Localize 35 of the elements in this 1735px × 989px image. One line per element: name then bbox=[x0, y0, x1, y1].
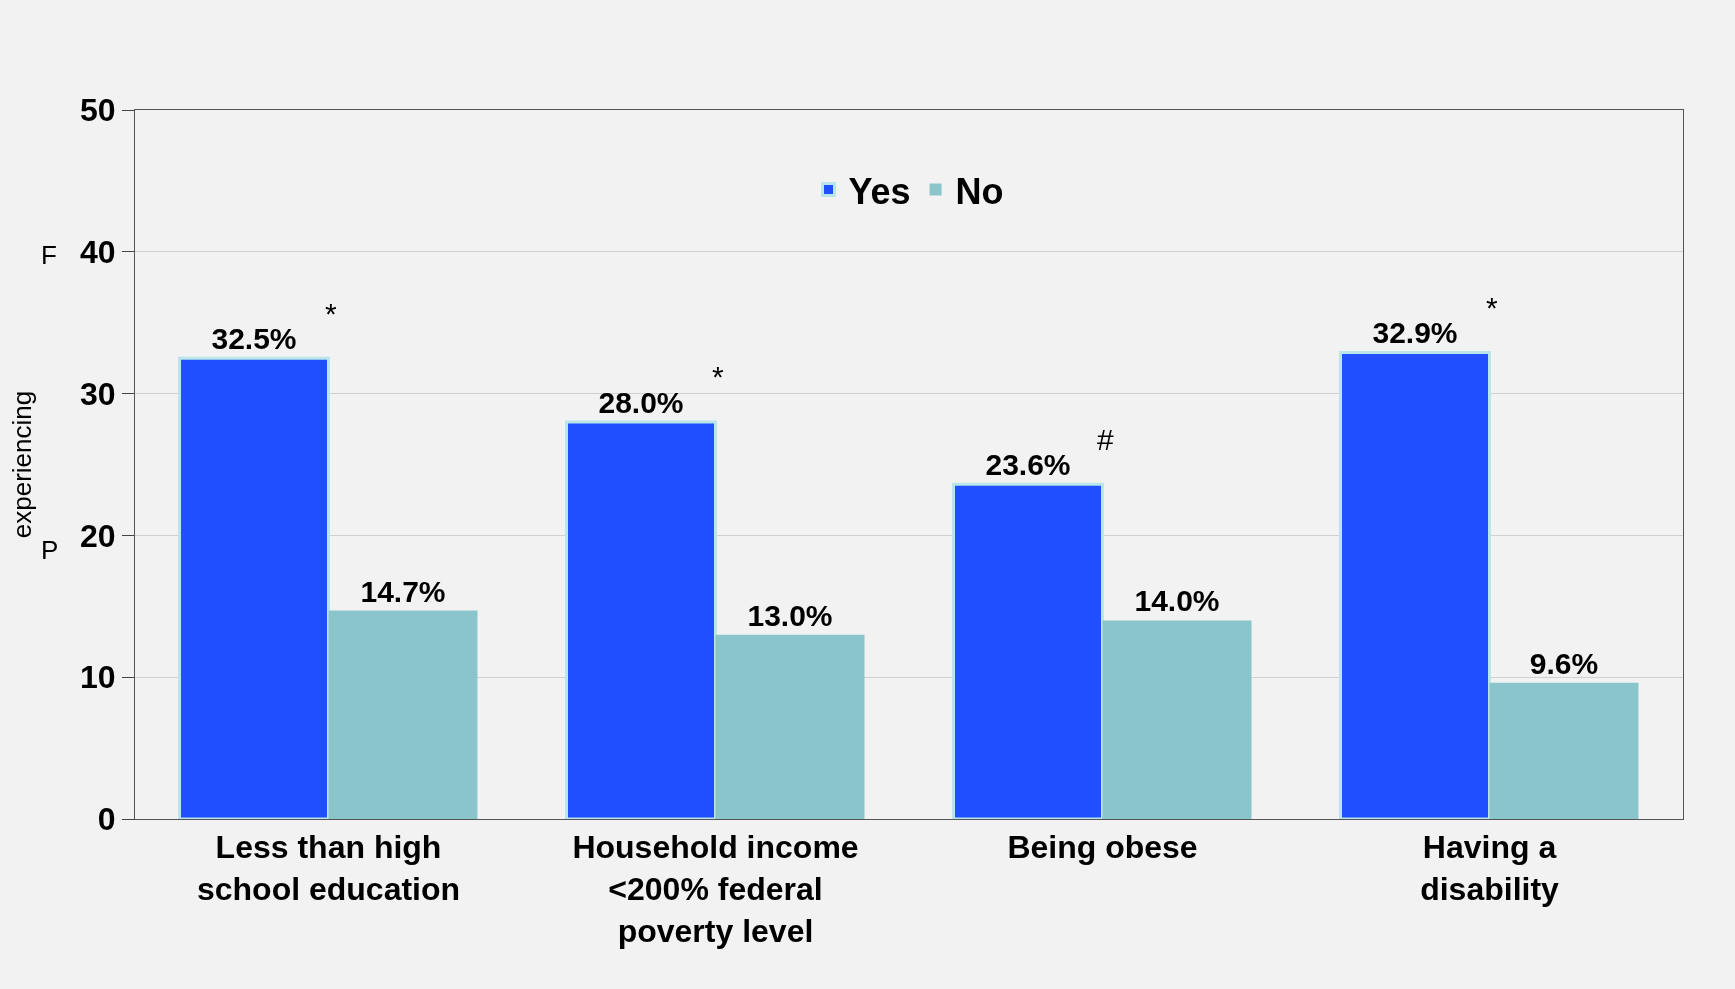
x-tick-label: Household income <200% federal poverty level bbox=[572, 829, 859, 949]
data-label: 23.6% bbox=[985, 448, 1071, 482]
x-tick-label: Being obese bbox=[1007, 829, 1198, 866]
y-tick-label: 40 bbox=[80, 234, 116, 270]
text: F bbox=[41, 240, 57, 270]
data-label: 14.0% bbox=[1134, 584, 1220, 618]
bar bbox=[178, 356, 330, 819]
legend-label: No bbox=[955, 170, 1004, 212]
data-label: 9.6% bbox=[1529, 646, 1599, 680]
bar bbox=[715, 634, 865, 819]
y-tick-label: 50 bbox=[80, 92, 116, 129]
y-tick-label: 10 bbox=[80, 659, 116, 696]
annotation: * bbox=[712, 360, 724, 393]
bar bbox=[1339, 350, 1491, 819]
x-tick-label: Less than high school education bbox=[196, 829, 461, 907]
bar bbox=[952, 482, 1104, 819]
y-tick-label: 0 bbox=[97, 801, 116, 838]
x-tick-label: Having a disability bbox=[1420, 829, 1560, 907]
y-axis-title: experiencing bbox=[7, 390, 38, 539]
bar bbox=[1102, 620, 1252, 819]
data-label: 32.5% bbox=[211, 322, 297, 356]
annotation: * bbox=[1486, 291, 1498, 324]
legend-label: Yes bbox=[848, 170, 911, 212]
bar bbox=[328, 610, 478, 819]
annotation: # bbox=[1097, 423, 1114, 456]
data-label: 28.0% bbox=[598, 385, 684, 419]
y-tick-label: 20 bbox=[80, 517, 116, 554]
bar bbox=[565, 420, 717, 819]
data-label: 32.9% bbox=[1372, 316, 1458, 350]
data-label: 14.7% bbox=[360, 574, 446, 608]
bar bbox=[1489, 682, 1639, 819]
text: P bbox=[41, 535, 59, 565]
data-label: 13.0% bbox=[747, 598, 833, 632]
annotation: * bbox=[325, 297, 337, 330]
y-tick-label: 30 bbox=[80, 375, 116, 412]
